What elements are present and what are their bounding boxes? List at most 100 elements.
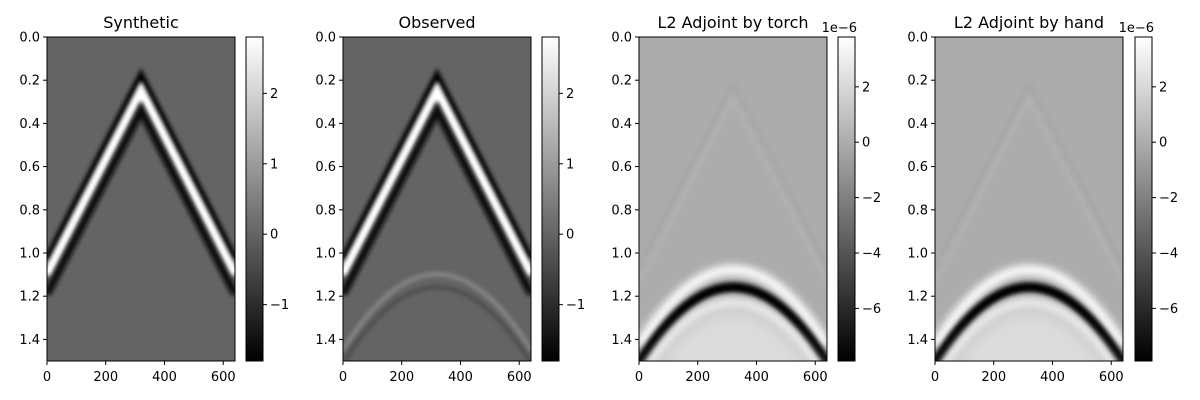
x-tick-label: 400 xyxy=(744,370,769,385)
x-tick-label: 0 xyxy=(339,370,347,385)
colorbar-tick-label: 0 xyxy=(566,228,574,243)
seismic-image xyxy=(47,37,235,361)
colorbar-tick-label: 1 xyxy=(270,157,278,172)
chart-title: L2 Adjoint by torch xyxy=(657,13,808,32)
y-tick-label: 1.2 xyxy=(19,290,40,305)
y-tick-label: 0.0 xyxy=(907,31,928,46)
colorbar-tick-label: −1 xyxy=(270,298,289,313)
y-tick-label: 1.0 xyxy=(315,247,336,262)
y-tick-label: 0.0 xyxy=(611,31,632,46)
seismic-image xyxy=(639,37,827,361)
colorbar-tick-label: −1 xyxy=(566,298,585,313)
colorbar-tick-label: −4 xyxy=(1159,247,1178,262)
direct-wave-peak xyxy=(343,81,531,277)
colorbar-tick-label: 2 xyxy=(566,87,574,102)
y-tick-label: 1.4 xyxy=(315,333,336,348)
y-tick-label: 1.4 xyxy=(19,333,40,348)
colorbar-tick-label: 1 xyxy=(566,157,574,172)
seismic-image xyxy=(935,37,1123,361)
colorbar-tick-label: −6 xyxy=(1159,302,1178,317)
colorbar-tick-label: −2 xyxy=(862,191,881,206)
y-tick-label: 0.4 xyxy=(19,117,40,132)
y-tick-label: 1.2 xyxy=(611,290,632,305)
x-tick-label: 200 xyxy=(93,370,118,385)
colorbar-tick-label: −2 xyxy=(1159,191,1178,206)
x-tick-label: 0 xyxy=(635,370,643,385)
y-tick-label: 0.0 xyxy=(19,31,40,46)
colorbar xyxy=(245,36,264,362)
panel-2: Observed 0.0 0.2 0.4 0.6 0.8 1.0 1.2 1.4 0 200 400 6… xyxy=(315,13,585,385)
direct-wave-faint xyxy=(639,79,827,267)
direct-wave-trough xyxy=(343,68,531,262)
y-tick-label: 0.0 xyxy=(315,31,336,46)
direct-wave-trough-2 xyxy=(343,101,531,296)
y-tick-label: 0.6 xyxy=(19,160,40,175)
y-tick-label: 0.6 xyxy=(611,160,632,175)
x-tick-label: 600 xyxy=(1099,370,1124,385)
y-tick-label: 1.4 xyxy=(907,333,928,348)
reflection-faint-2 xyxy=(343,285,531,361)
x-tick-label: 0 xyxy=(43,370,51,385)
x-tick-label: 0 xyxy=(931,370,939,385)
colorbar-tick-label: 0 xyxy=(862,136,870,151)
colorbar-tick-label: 0 xyxy=(1159,136,1167,151)
y-tick-label: 0.2 xyxy=(611,74,632,89)
y-tick-label: 0.6 xyxy=(315,160,336,175)
y-tick-label: 1.0 xyxy=(19,247,40,262)
chart-title: L2 Adjoint by hand xyxy=(954,13,1104,32)
y-tick-label: 0.6 xyxy=(907,160,928,175)
colorbar-tick-label: −6 xyxy=(862,302,881,317)
seismic-image xyxy=(343,37,531,361)
direct-wave-trough xyxy=(47,68,235,262)
direct-wave-trough-2 xyxy=(47,101,235,296)
colorbar-tick-label: 2 xyxy=(1159,80,1167,95)
y-tick-label: 0.4 xyxy=(907,117,928,132)
direct-wave-faint-2 xyxy=(935,96,1123,284)
reflection-peak xyxy=(639,264,827,349)
colorbar xyxy=(541,36,560,362)
x-tick-label: 200 xyxy=(685,370,710,385)
colorbar-tick-label: 0 xyxy=(270,228,278,243)
x-tick-label: 200 xyxy=(389,370,414,385)
reflection-trough xyxy=(639,282,827,361)
colorbar-offset-label: 1e−6 xyxy=(822,21,857,36)
y-tick-label: 0.8 xyxy=(611,203,632,218)
axes-frame xyxy=(342,36,532,362)
y-tick-label: 0.2 xyxy=(19,74,40,89)
y-tick-label: 0.8 xyxy=(315,203,336,218)
y-tick-label: 0.2 xyxy=(315,74,336,89)
y-tick-label: 0.4 xyxy=(315,117,336,132)
colorbar-tick-label: 2 xyxy=(270,87,278,102)
y-tick-label: 1.2 xyxy=(315,290,336,305)
reflection-trough xyxy=(935,282,1123,361)
y-tick-label: 0.4 xyxy=(611,117,632,132)
panel-3: L2 Adjoint by torch 0.0 0.2 0.4 0.6 0.8 1.0 1.2… xyxy=(611,13,881,385)
reflection-peak-2 xyxy=(942,298,1116,361)
colorbar-tick-label: −4 xyxy=(862,247,881,262)
x-tick-label: 200 xyxy=(981,370,1006,385)
axes-frame xyxy=(46,36,236,362)
direct-wave-faint xyxy=(935,79,1123,267)
colorbar-tick-label: 2 xyxy=(862,80,870,95)
x-tick-label: 400 xyxy=(1040,370,1065,385)
chart-title: Observed xyxy=(399,13,476,32)
panel-4: L2 Adjoint by hand 0.0 0.2 0.4 0.6 0.8 1.0 1.2 1… xyxy=(907,13,1178,385)
colorbar xyxy=(837,36,856,362)
reflection-faint xyxy=(343,272,531,352)
x-tick-label: 600 xyxy=(803,370,828,385)
x-tick-label: 400 xyxy=(152,370,177,385)
reflection-peak-2 xyxy=(646,298,820,361)
axes-frame xyxy=(934,36,1124,362)
y-tick-label: 1.0 xyxy=(611,247,632,262)
y-tick-label: 1.2 xyxy=(907,290,928,305)
y-tick-label: 1.0 xyxy=(907,247,928,262)
direct-wave-peak xyxy=(47,81,235,277)
y-tick-label: 0.2 xyxy=(907,74,928,89)
y-tick-label: 0.8 xyxy=(907,203,928,218)
direct-wave-faint-2 xyxy=(639,96,827,284)
axes-frame xyxy=(638,36,828,362)
chart-title: Synthetic xyxy=(103,13,179,32)
panel-1: Synthetic 0.0 0.2 0.4 0.6 0.8 1.0 1.2 1.4 0 200 400… xyxy=(19,13,289,385)
reflection-peak xyxy=(935,264,1123,349)
